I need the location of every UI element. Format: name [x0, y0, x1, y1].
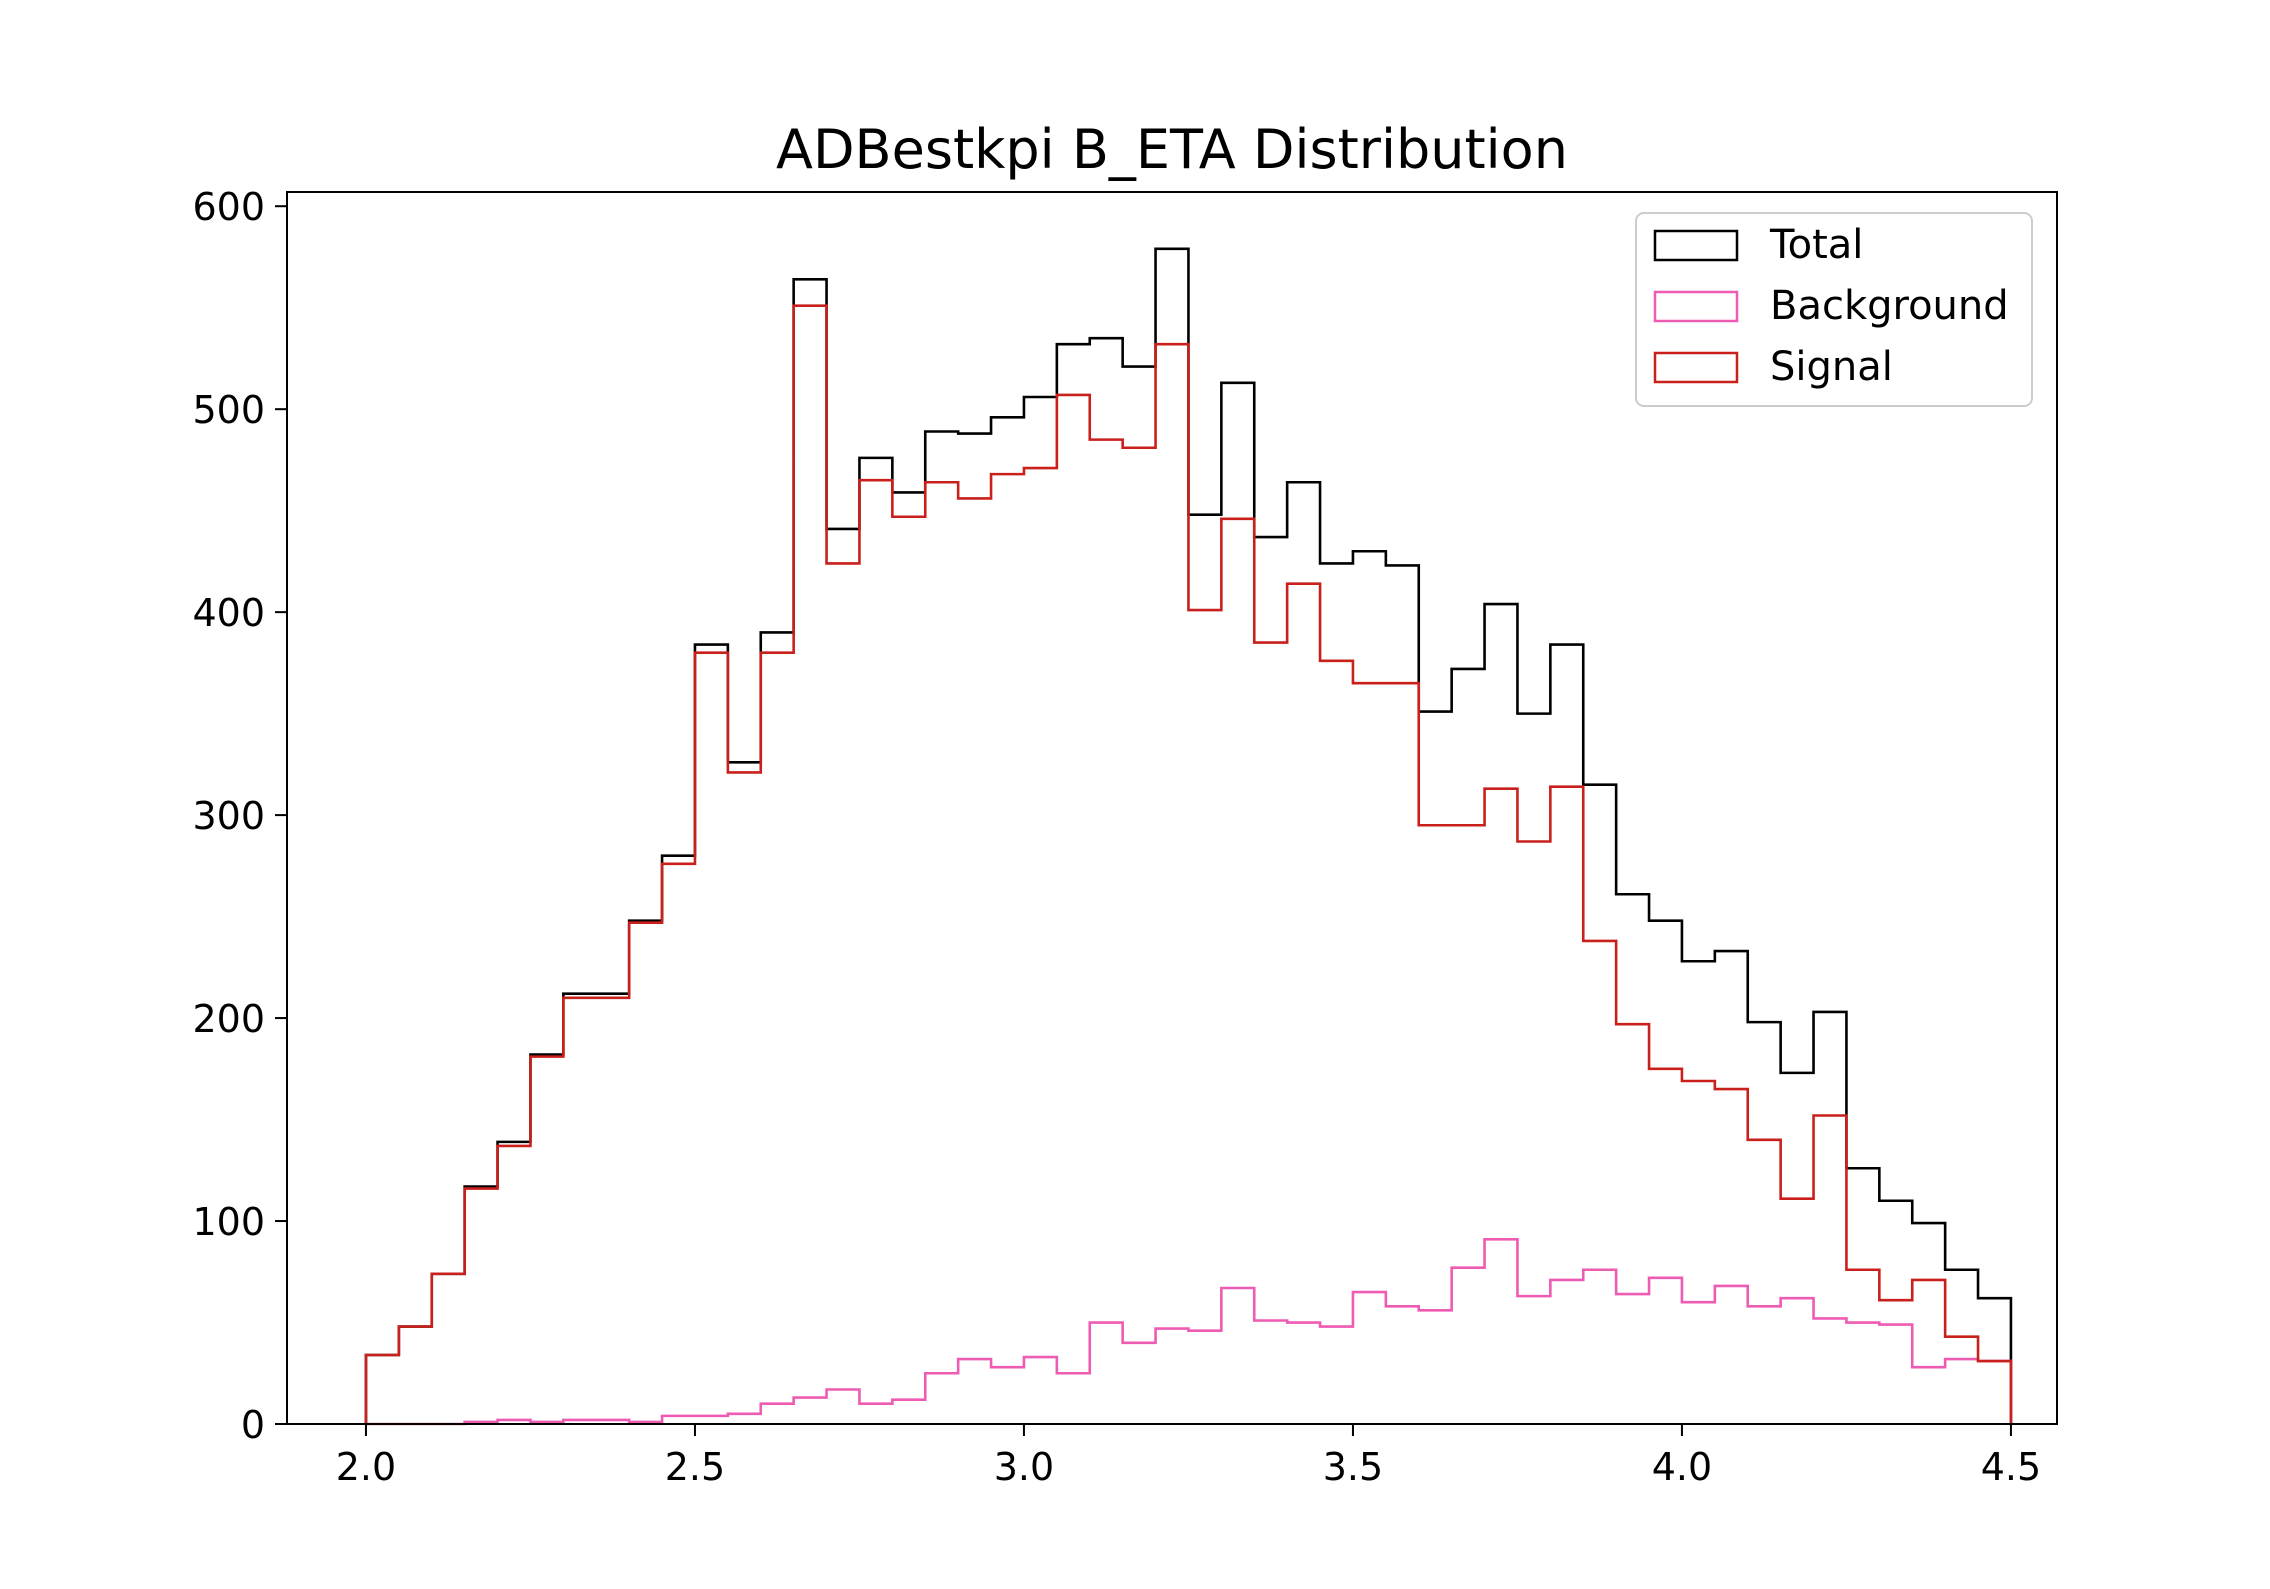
legend-label-signal: Signal	[1770, 344, 1893, 390]
y-tick-label: 100	[192, 1200, 265, 1244]
legend: Total Background Signal	[1635, 212, 2033, 407]
y-tick-label: 400	[192, 591, 265, 635]
axes-layer	[286, 191, 2058, 1425]
plot-frame	[286, 191, 2058, 1425]
x-tick-label: 4.5	[1981, 1445, 2041, 1489]
y-tick-label: 200	[192, 997, 265, 1041]
x-tick-label: 3.0	[994, 1445, 1054, 1489]
legend-label-total: Total	[1769, 222, 1863, 268]
x-tick-label: 2.5	[665, 1445, 725, 1489]
y-tick-label: 600	[192, 185, 265, 229]
x-tick-label: 2.0	[336, 1445, 396, 1489]
ticks-layer: 2.0 2.5 3.0 3.5 4.0 4.5 0 100 200 300 400 500 600	[192, 185, 2041, 1489]
y-tick-label: 500	[192, 388, 265, 432]
y-tick-label: 0	[241, 1403, 265, 1447]
legend-swatch-total	[1653, 229, 1739, 262]
x-tick-label: 3.5	[1323, 1445, 1383, 1489]
series-signal-step	[364, 304, 2013, 1424]
legend-swatch-signal	[1653, 351, 1739, 384]
legend-swatch-background	[1653, 290, 1739, 323]
series-layer	[364, 247, 2013, 1426]
legend-label-background: Background	[1770, 283, 2009, 329]
chart-title: ADBestkpi B_ETA Distribution	[776, 118, 1568, 181]
y-tick-label: 300	[192, 794, 265, 838]
x-tick-label: 4.0	[1652, 1445, 1712, 1489]
series-background-step	[365, 1238, 2013, 1426]
